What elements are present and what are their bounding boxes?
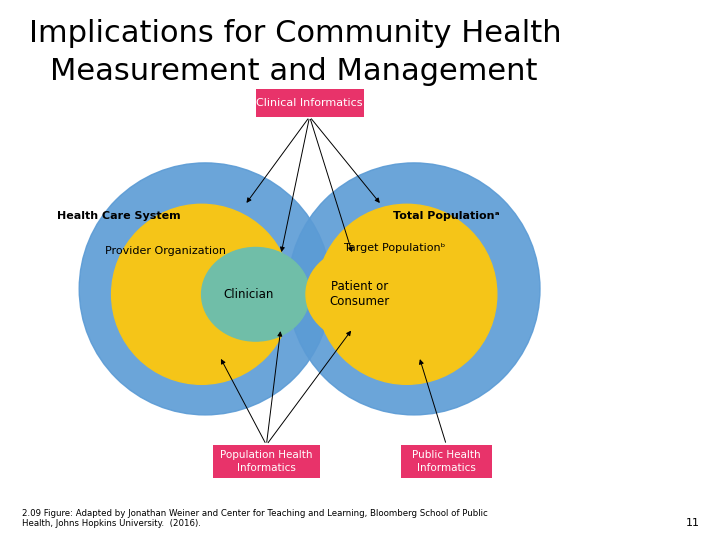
Ellipse shape — [202, 247, 310, 341]
Text: Total Populationᵃ: Total Populationᵃ — [393, 211, 500, 221]
Text: Provider Organization: Provider Organization — [105, 246, 226, 256]
Text: Clinician: Clinician — [223, 288, 274, 301]
Text: Health Care System: Health Care System — [57, 211, 181, 221]
Text: Target Populationᵇ: Target Populationᵇ — [344, 244, 445, 253]
Ellipse shape — [79, 163, 331, 415]
Text: Implications for Community Health: Implications for Community Health — [29, 19, 562, 48]
FancyBboxPatch shape — [401, 445, 492, 478]
Text: Measurement and Management: Measurement and Management — [50, 57, 538, 86]
Text: Population Health
Informatics: Population Health Informatics — [220, 450, 312, 473]
Ellipse shape — [112, 204, 292, 384]
Ellipse shape — [288, 163, 540, 415]
Ellipse shape — [306, 247, 414, 341]
Text: 2.09 Figure: Adapted by Jonathan Weiner and Center for Teaching and Learning, Bl: 2.09 Figure: Adapted by Jonathan Weiner … — [22, 509, 487, 528]
FancyBboxPatch shape — [256, 89, 364, 117]
Ellipse shape — [317, 204, 497, 384]
FancyBboxPatch shape — [213, 445, 320, 478]
Text: 11: 11 — [686, 518, 700, 528]
Text: Public Health
Informatics: Public Health Informatics — [412, 450, 481, 473]
Text: Patient or
Consumer: Patient or Consumer — [330, 280, 390, 308]
Text: Clinical Informatics: Clinical Informatics — [256, 98, 363, 107]
